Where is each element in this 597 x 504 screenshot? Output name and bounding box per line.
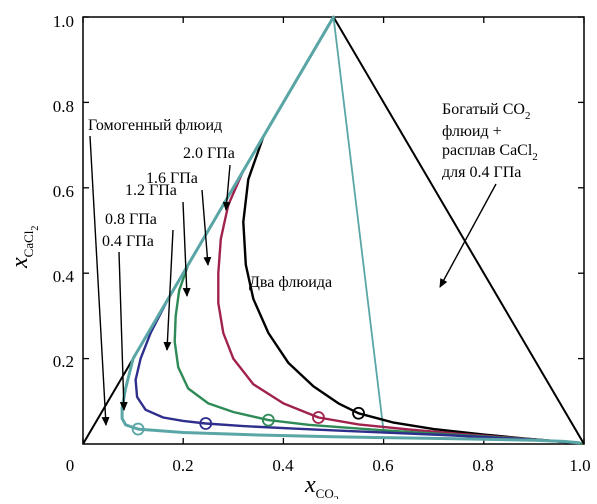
annotation-arrow	[118, 251, 128, 411]
x-tick-label: 0.6	[372, 456, 393, 475]
critical-point-marker	[131, 422, 145, 436]
series-label-1-2: 1.2 ГПа	[125, 182, 177, 199]
rich-fluid-label-line-1: Богатый CO2	[442, 101, 530, 122]
series-curve	[134, 15, 581, 445]
critical-point-marker	[312, 411, 325, 424]
rich-fluid-label-line-4: для 0.4 ГПа	[442, 164, 521, 181]
series-curve	[120, 15, 581, 445]
critical-point-marker	[261, 413, 275, 427]
triangle-structure	[82, 16, 585, 445]
x-axis-label: xCO2	[304, 472, 339, 499]
plot-frame	[82, 16, 585, 445]
y-tick-label: 0.6	[53, 182, 74, 201]
series-label-2-0: 2.0 ГПа	[183, 145, 235, 162]
y-tick-label: 0.2	[53, 352, 74, 371]
y-axis-label: xCaCl2	[7, 226, 41, 269]
x-tick-label: 0.4	[272, 456, 294, 475]
series-curves	[120, 15, 583, 445]
two-fluids-label: Два флюида	[249, 274, 332, 291]
series-label-0-8: 0.8 ГПа	[105, 211, 157, 228]
axis-ticks	[82, 16, 585, 444]
annotation-arrow	[222, 164, 231, 211]
homogeneous-fluid-label: Гомогенный флюид	[88, 117, 222, 134]
tie-line-0-4-gpa	[332, 16, 385, 432]
annotation-arrows	[89, 135, 497, 426]
rich-fluid-label-line-2: флюид +	[442, 123, 502, 140]
y-tick-label: 0.4	[53, 267, 75, 286]
x-tick-label: 0.8	[472, 456, 493, 475]
annotation-arrow	[182, 201, 191, 297]
rich-fluid-label-line-3: расплав CaCl2	[442, 142, 538, 163]
x-tick-label: 0	[66, 456, 75, 475]
triangle-right-edge	[332, 16, 585, 445]
series-curve	[217, 15, 583, 445]
annotation-arrow	[89, 135, 110, 426]
series-label-0-4: 0.4 ГПа	[102, 233, 154, 250]
annotation-arrow	[163, 229, 174, 351]
x-tick-label: 1.0	[569, 456, 590, 475]
critical-point-marker	[352, 406, 365, 420]
series-curve	[242, 15, 581, 445]
critical-point-marker	[199, 417, 213, 430]
y-tick-label: 0.8	[53, 97, 74, 116]
x-tick-label: 0.2	[172, 456, 193, 475]
series-label-1-6: 1.6 ГПа	[146, 170, 198, 187]
series-markers	[131, 406, 365, 436]
annotation-arrow	[439, 183, 497, 288]
y-tick-label: 1.0	[53, 12, 74, 31]
annotation-arrow	[201, 189, 212, 266]
